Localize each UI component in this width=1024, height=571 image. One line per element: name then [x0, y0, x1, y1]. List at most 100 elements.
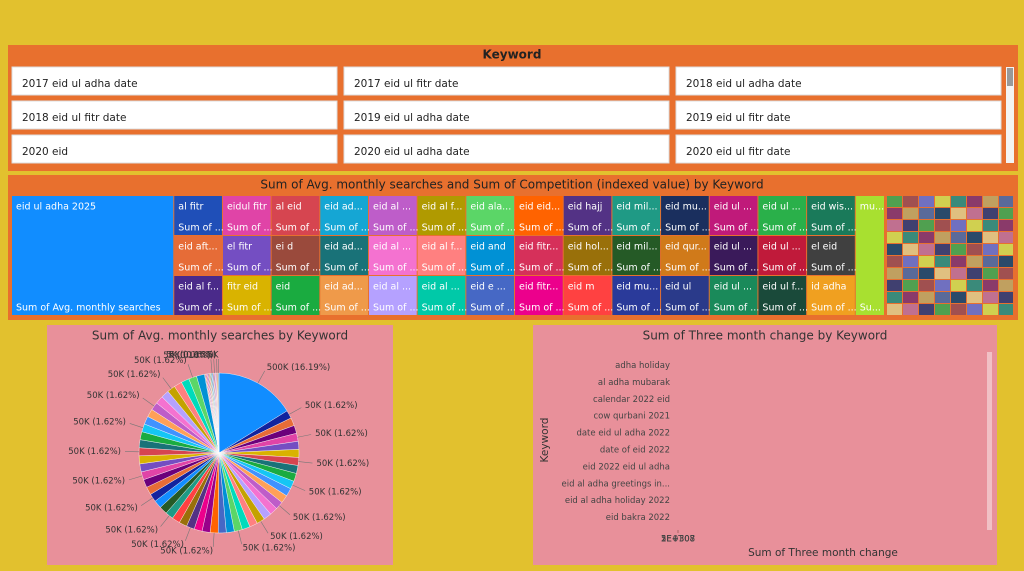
slicer-item-box[interactable] — [675, 66, 1002, 96]
tile-label: eid and — [470, 242, 505, 253]
treemap-filler — [919, 292, 934, 303]
tile-label: eid qur... — [665, 242, 707, 253]
tile-sublabel: Sum of ... — [276, 263, 322, 274]
tile-sublabel: Sum of ... — [276, 223, 322, 234]
treemap-filler — [935, 244, 950, 255]
treemap-tile — [368, 196, 417, 235]
treemap-filler — [999, 292, 1013, 303]
tile-sublabel: Sum of ... — [276, 303, 322, 314]
treemap-filler — [935, 292, 950, 303]
y-tick-label: date of eid 2022 — [600, 445, 670, 455]
treemap-filler — [919, 256, 934, 267]
treemap-filler — [903, 280, 918, 291]
treemap-filler — [967, 280, 982, 291]
y-tick-label: eid bakra 2022 — [606, 513, 670, 523]
tile-sublabel: Sum of ... — [714, 263, 760, 274]
tile-label: mu... — [860, 202, 884, 213]
data-label: 50K (1.62%) — [243, 544, 296, 554]
tile-label: eid ul ... — [714, 282, 752, 293]
treemap-tile — [174, 196, 222, 235]
tile-sublabel: Sum of ... — [616, 303, 662, 314]
x-tick-label: 0T — [673, 535, 684, 545]
tile-label: eid al ... — [373, 202, 411, 213]
slicer-item-box[interactable] — [11, 66, 338, 96]
treemap-filler — [983, 196, 998, 207]
tile-sublabel: Sum of ... — [422, 223, 468, 234]
treemap-tile — [661, 196, 709, 235]
treemap-filler — [935, 280, 950, 291]
tile-label: eid mu... — [665, 202, 707, 213]
treemap-tile — [368, 276, 417, 315]
treemap-tile — [466, 236, 515, 275]
data-label: 50K (1.62%) — [309, 488, 362, 498]
tile-label: ei d — [276, 242, 294, 253]
bar-scrollbar[interactable] — [987, 352, 992, 530]
tile-sublabel: Sum of ... — [324, 263, 370, 274]
leader-line — [257, 370, 266, 384]
slicer-item: 2018 eid ul adha date — [686, 78, 802, 90]
treemap-filler — [999, 256, 1013, 267]
treemap-filler — [951, 280, 966, 291]
tile-label: eid al f... — [422, 242, 463, 253]
treemap-filler — [967, 304, 982, 315]
slicer-item-box[interactable] — [343, 100, 670, 130]
treemap-filler — [903, 196, 918, 207]
slicer-scroll-thumb[interactable] — [1007, 68, 1013, 86]
tile-label: eid al f... — [422, 202, 463, 213]
leader-line — [128, 475, 143, 481]
x-axis-title: Sum of Three month change — [748, 547, 898, 559]
treemap-filler — [951, 244, 966, 255]
tile-label: el eid — [811, 242, 837, 253]
leader-line — [140, 497, 153, 506]
slicer-item-box[interactable] — [675, 100, 1002, 130]
tile-label: eid al ... — [373, 282, 411, 293]
data-label: 50K (1.62%) — [68, 447, 121, 457]
tile-label: eid aft... — [178, 242, 217, 253]
leader-line — [238, 530, 243, 545]
y-tick-label: al adha mubarak — [598, 378, 670, 388]
treemap-filler — [983, 220, 998, 231]
slicer-item-box[interactable] — [675, 134, 1002, 164]
treemap-filler — [887, 220, 902, 231]
data-label: 50K (1.62%) — [105, 525, 158, 535]
slicer-item-box[interactable] — [343, 66, 670, 96]
treemap-filler — [983, 268, 998, 279]
data-label: 50K (1.62%) — [108, 370, 161, 380]
tile-label: eid al f... — [178, 282, 219, 293]
data-label: 5K (0.16%) — [169, 351, 216, 361]
tile-sublabel: Sum of ... — [227, 223, 273, 234]
tile-sublabel: Sum of ... — [422, 263, 468, 274]
leader-line — [298, 461, 313, 464]
treemap-filler — [983, 208, 998, 219]
leader-line — [142, 397, 155, 407]
treemap-tile — [320, 276, 368, 315]
treemap-tile — [320, 236, 368, 275]
slicer-item-box[interactable] — [11, 100, 338, 130]
tile-sublabel: Sum of ... — [762, 263, 808, 274]
tile-sublabel: Sum of ... — [811, 263, 857, 274]
slicer-item-box[interactable] — [343, 134, 670, 164]
treemap-tile — [661, 276, 709, 315]
treemap-tile — [174, 236, 222, 275]
treemap-filler — [983, 256, 998, 267]
tile-label: eid mu... — [616, 282, 658, 293]
treemap-filler — [935, 304, 950, 315]
tile-label: eid wis... — [811, 202, 853, 213]
data-label: 5K (0.16%) — [166, 351, 213, 361]
tile-sublabel: Sum of ... — [373, 303, 419, 314]
tile-sublabel: Sum of ... — [714, 303, 760, 314]
tile-sublabel: Sum of ... — [714, 223, 760, 234]
slicer-item-box[interactable] — [11, 134, 338, 164]
treemap-filler — [951, 208, 966, 219]
tile-sublabel: Sum of ... — [373, 223, 419, 234]
treemap-filler — [967, 292, 982, 303]
data-label: 50K (1.62%) — [316, 459, 369, 469]
tile-label: eid al ... — [422, 282, 460, 293]
x-tick-label: 5E+307 — [661, 535, 695, 545]
slicer-scrollbar — [1006, 67, 1014, 163]
tile-label: eid ad... — [324, 202, 362, 213]
data-label: 5K — [208, 351, 219, 361]
slicer-item: 2018 eid ul fitr date — [22, 112, 126, 124]
tile-sublabel: Su... — [860, 303, 881, 314]
treemap-filler — [967, 256, 982, 267]
